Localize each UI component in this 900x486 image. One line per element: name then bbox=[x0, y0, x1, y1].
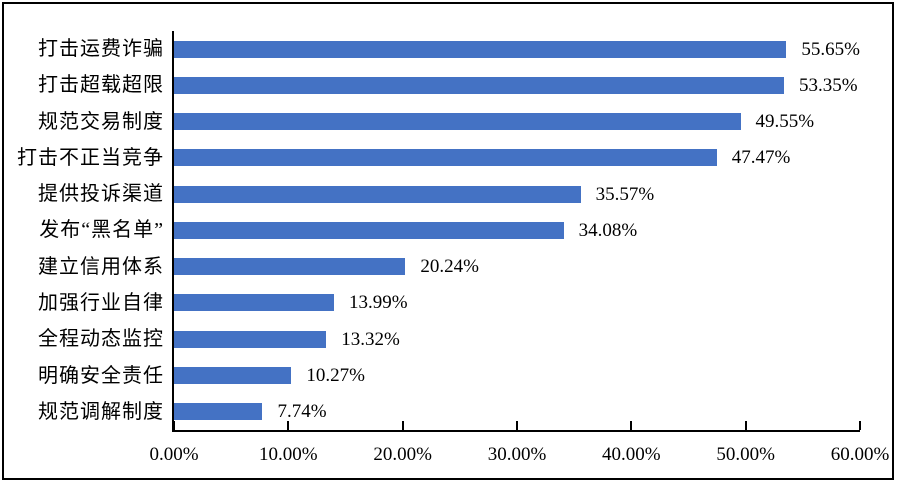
bar bbox=[174, 221, 564, 239]
value-label: 53.35% bbox=[798, 74, 858, 96]
bar-row: 提供投诉渠道 35.57% bbox=[38, 176, 860, 212]
category-label: 打击运费诈骗 bbox=[38, 38, 164, 61]
x-axis-tick bbox=[173, 421, 175, 430]
x-tick-label: 50.00% bbox=[716, 444, 775, 465]
x-axis-tick bbox=[859, 421, 861, 430]
bar bbox=[174, 185, 581, 203]
value-label: 35.57% bbox=[595, 183, 655, 205]
x-axis-tick bbox=[287, 421, 290, 430]
x-axis-tick bbox=[744, 421, 747, 430]
x-axis-labels: 0.00% 10.00% 20.00% 30.00% 40.00% 50.00%… bbox=[149, 444, 889, 469]
category-label: 规范交易制度 bbox=[38, 110, 164, 133]
value-label: 49.55% bbox=[755, 111, 815, 133]
bar bbox=[174, 330, 327, 348]
x-tick-label: 20.00% bbox=[373, 444, 432, 465]
category-label: 发布“黑名单” bbox=[39, 219, 164, 242]
x-tick-label: 30.00% bbox=[487, 444, 547, 465]
category-label: 全程动态监控 bbox=[38, 328, 164, 351]
bar bbox=[174, 40, 787, 58]
bar-row: 打击超载超限 53.35% bbox=[38, 67, 860, 103]
bar-row: 发布“黑名单” 34.08% bbox=[39, 212, 860, 248]
category-label: 建立信用体系 bbox=[38, 255, 164, 278]
category-label: 提供投诉渠道 bbox=[38, 183, 164, 206]
category-label: 加强行业自律 bbox=[38, 291, 164, 314]
value-label: 13.32% bbox=[341, 328, 400, 350]
category-label: 规范调解制度 bbox=[38, 400, 164, 423]
bar-row: 打击不正当竞争 47.47% bbox=[17, 140, 860, 176]
x-axis-tick bbox=[401, 421, 404, 430]
x-tick-label: 10.00% bbox=[259, 444, 318, 465]
value-label: 10.27% bbox=[306, 365, 365, 387]
category-label: 明确安全责任 bbox=[38, 364, 164, 387]
bar-row: 规范交易制度 49.55% bbox=[38, 104, 860, 140]
bar bbox=[174, 76, 784, 94]
bar bbox=[174, 367, 292, 385]
value-label: 20.24% bbox=[420, 256, 479, 278]
chart-frame: 打击运费诈骗 55.65% 打击超载超限 53.35% 规范交易制度 49.55… bbox=[2, 2, 894, 480]
bar-row: 规范调解制度 7.74% bbox=[38, 394, 860, 430]
value-label: 55.65% bbox=[801, 38, 860, 60]
value-label: 34.08% bbox=[578, 219, 638, 241]
bar bbox=[174, 403, 263, 421]
value-label: 7.74% bbox=[277, 401, 327, 423]
x-tick-label: 60.00% bbox=[830, 444, 890, 465]
x-axis-tick bbox=[516, 421, 518, 430]
bar bbox=[174, 113, 741, 131]
bar-row: 打击运费诈骗 55.65% bbox=[38, 31, 860, 67]
bar-rows: 打击运费诈骗 55.65% 打击超载超限 53.35% 规范交易制度 49.55… bbox=[17, 31, 860, 430]
plot-area: 打击运费诈骗 55.65% 打击超载超限 53.35% 规范交易制度 49.55… bbox=[17, 31, 861, 432]
bar bbox=[174, 294, 334, 312]
value-label: 47.47% bbox=[731, 147, 791, 169]
bar-row: 建立信用体系 20.24% bbox=[38, 249, 860, 285]
bar-row: 明确安全责任 10.27% bbox=[38, 357, 860, 393]
bar bbox=[174, 149, 717, 167]
category-label: 打击超载超限 bbox=[38, 74, 164, 97]
category-label: 打击不正当竞争 bbox=[17, 146, 164, 169]
bar-row: 加强行业自律 13.99% bbox=[38, 285, 860, 321]
x-tick-label: 0.00% bbox=[149, 444, 199, 465]
value-label: 13.99% bbox=[348, 292, 408, 314]
x-axis-tick bbox=[630, 421, 633, 430]
bar bbox=[174, 258, 406, 276]
x-tick-label: 40.00% bbox=[602, 444, 661, 465]
bar-row: 全程动态监控 13.32% bbox=[38, 321, 860, 357]
